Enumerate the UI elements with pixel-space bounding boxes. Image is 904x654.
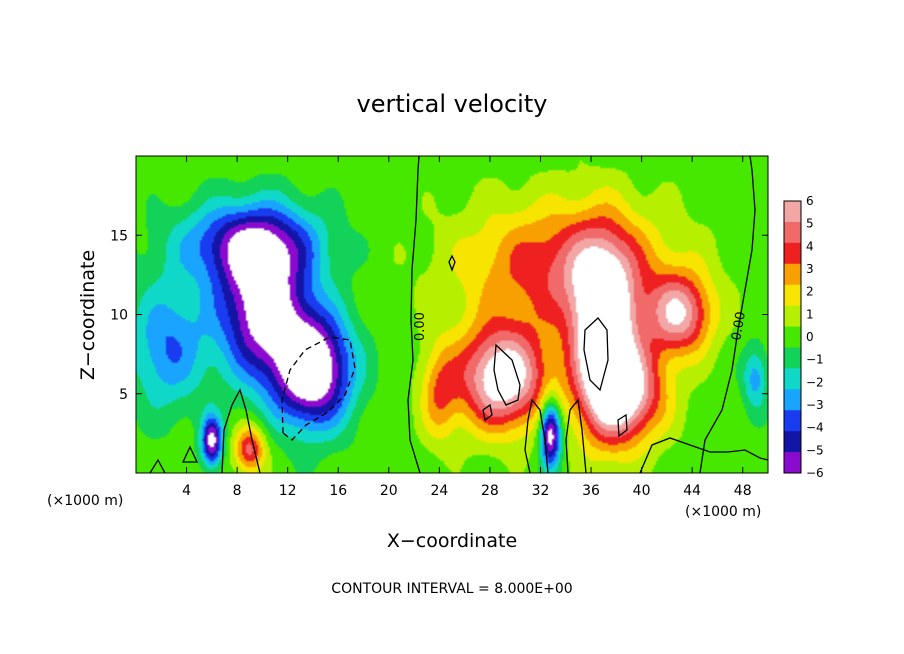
- zero-contours: [149, 156, 768, 473]
- x-tick-label: 48: [734, 483, 752, 499]
- contour-label-left: 0.00: [413, 312, 428, 341]
- x-axis: 4 8 12 16 20 24 28 32 36 40 44 48: [182, 156, 752, 499]
- y-tick-label: 10: [110, 308, 128, 324]
- zero-contour-small3: [448, 254, 456, 272]
- colorbar-label: 1: [806, 307, 814, 321]
- x-tick-label: 16: [329, 483, 347, 499]
- zero-contour-core: [583, 317, 609, 392]
- x-tick-label: 12: [279, 483, 297, 499]
- colorbar-swatch: [784, 452, 801, 474]
- x-tick-label: 24: [430, 483, 448, 499]
- x-unit-right: (×1000 m): [685, 504, 761, 520]
- dashed-contour: [281, 336, 356, 441]
- y-tick-label: 15: [110, 228, 128, 244]
- zero-contour-left2: [181, 445, 199, 463]
- colorbar-label: 5: [806, 217, 814, 231]
- zero-contour-mid: [524, 398, 549, 473]
- colorbar-label: −5: [806, 443, 824, 457]
- colorbar-swatch: [784, 221, 801, 244]
- x-tick-label: 28: [481, 483, 499, 499]
- y-axis-title: Z−coordinate: [77, 250, 99, 380]
- colorbar-frame: [783, 200, 802, 474]
- zero-contour-small1: [482, 403, 493, 422]
- colorbar-swatch: [784, 431, 801, 453]
- zero-contour-main: [407, 156, 421, 473]
- x-unit-left: (×1000 m): [47, 493, 123, 509]
- x-tick-label: 8: [233, 483, 242, 499]
- chart-title: vertical velocity: [357, 90, 548, 118]
- zero-contour-small2: [617, 413, 628, 438]
- colorbar-swatch: [784, 284, 801, 307]
- x-tick-label: 40: [633, 483, 651, 499]
- colorbar-label: −6: [806, 466, 824, 480]
- colorbar-swatch: [784, 410, 801, 432]
- contour-interval-note: CONTOUR INTERVAL = 8.000E+00: [331, 581, 572, 597]
- y-tick-label: 5: [119, 387, 128, 403]
- colorbar-label: 6: [806, 194, 814, 208]
- colorbar-label: −2: [806, 375, 824, 389]
- zero-contour-left3: [221, 388, 261, 473]
- y-axis: 5 10 15: [110, 228, 768, 403]
- colorbar-swatch: [784, 201, 801, 223]
- velocity-field: [136, 156, 768, 473]
- colorbar-swatch: [784, 263, 801, 286]
- colorbar-label: 0: [806, 330, 814, 344]
- colorbar-label: −1: [806, 353, 824, 367]
- colorbar: 6 5 4 3 2 1 0 −1 −2 −3 −4 −5 −6: [783, 194, 824, 480]
- zero-contour-right: [699, 156, 756, 473]
- colorbar-swatch: [784, 347, 801, 369]
- colorbar-label: −4: [806, 421, 824, 435]
- zero-contour-dome: [493, 343, 521, 406]
- zero-contour-lowright: [639, 437, 768, 473]
- colorbar-swatch: [784, 242, 801, 265]
- colorbar-swatch: [784, 305, 801, 328]
- x-tick-label: 44: [683, 483, 701, 499]
- colorbar-swatch: [784, 389, 801, 411]
- zero-contour-left: [149, 458, 166, 473]
- plot-area: 0.00 0.00: [136, 156, 768, 473]
- zero-contour-mid2: [565, 398, 587, 473]
- x-axis-title: X−coordinate: [387, 530, 517, 552]
- x-tick-label: 20: [380, 483, 398, 499]
- x-tick-label: 32: [532, 483, 550, 499]
- contour-label-right: 0.00: [729, 311, 749, 342]
- colorbar-label: 4: [806, 239, 814, 253]
- x-tick-label: 4: [182, 483, 191, 499]
- colorbar-label: −3: [806, 398, 824, 412]
- colorbar-swatch: [784, 368, 801, 390]
- x-tick-label: 36: [582, 483, 600, 499]
- colorbar-swatch: [784, 326, 801, 348]
- colorbar-label: 3: [806, 262, 814, 276]
- colorbar-label: 2: [806, 285, 814, 299]
